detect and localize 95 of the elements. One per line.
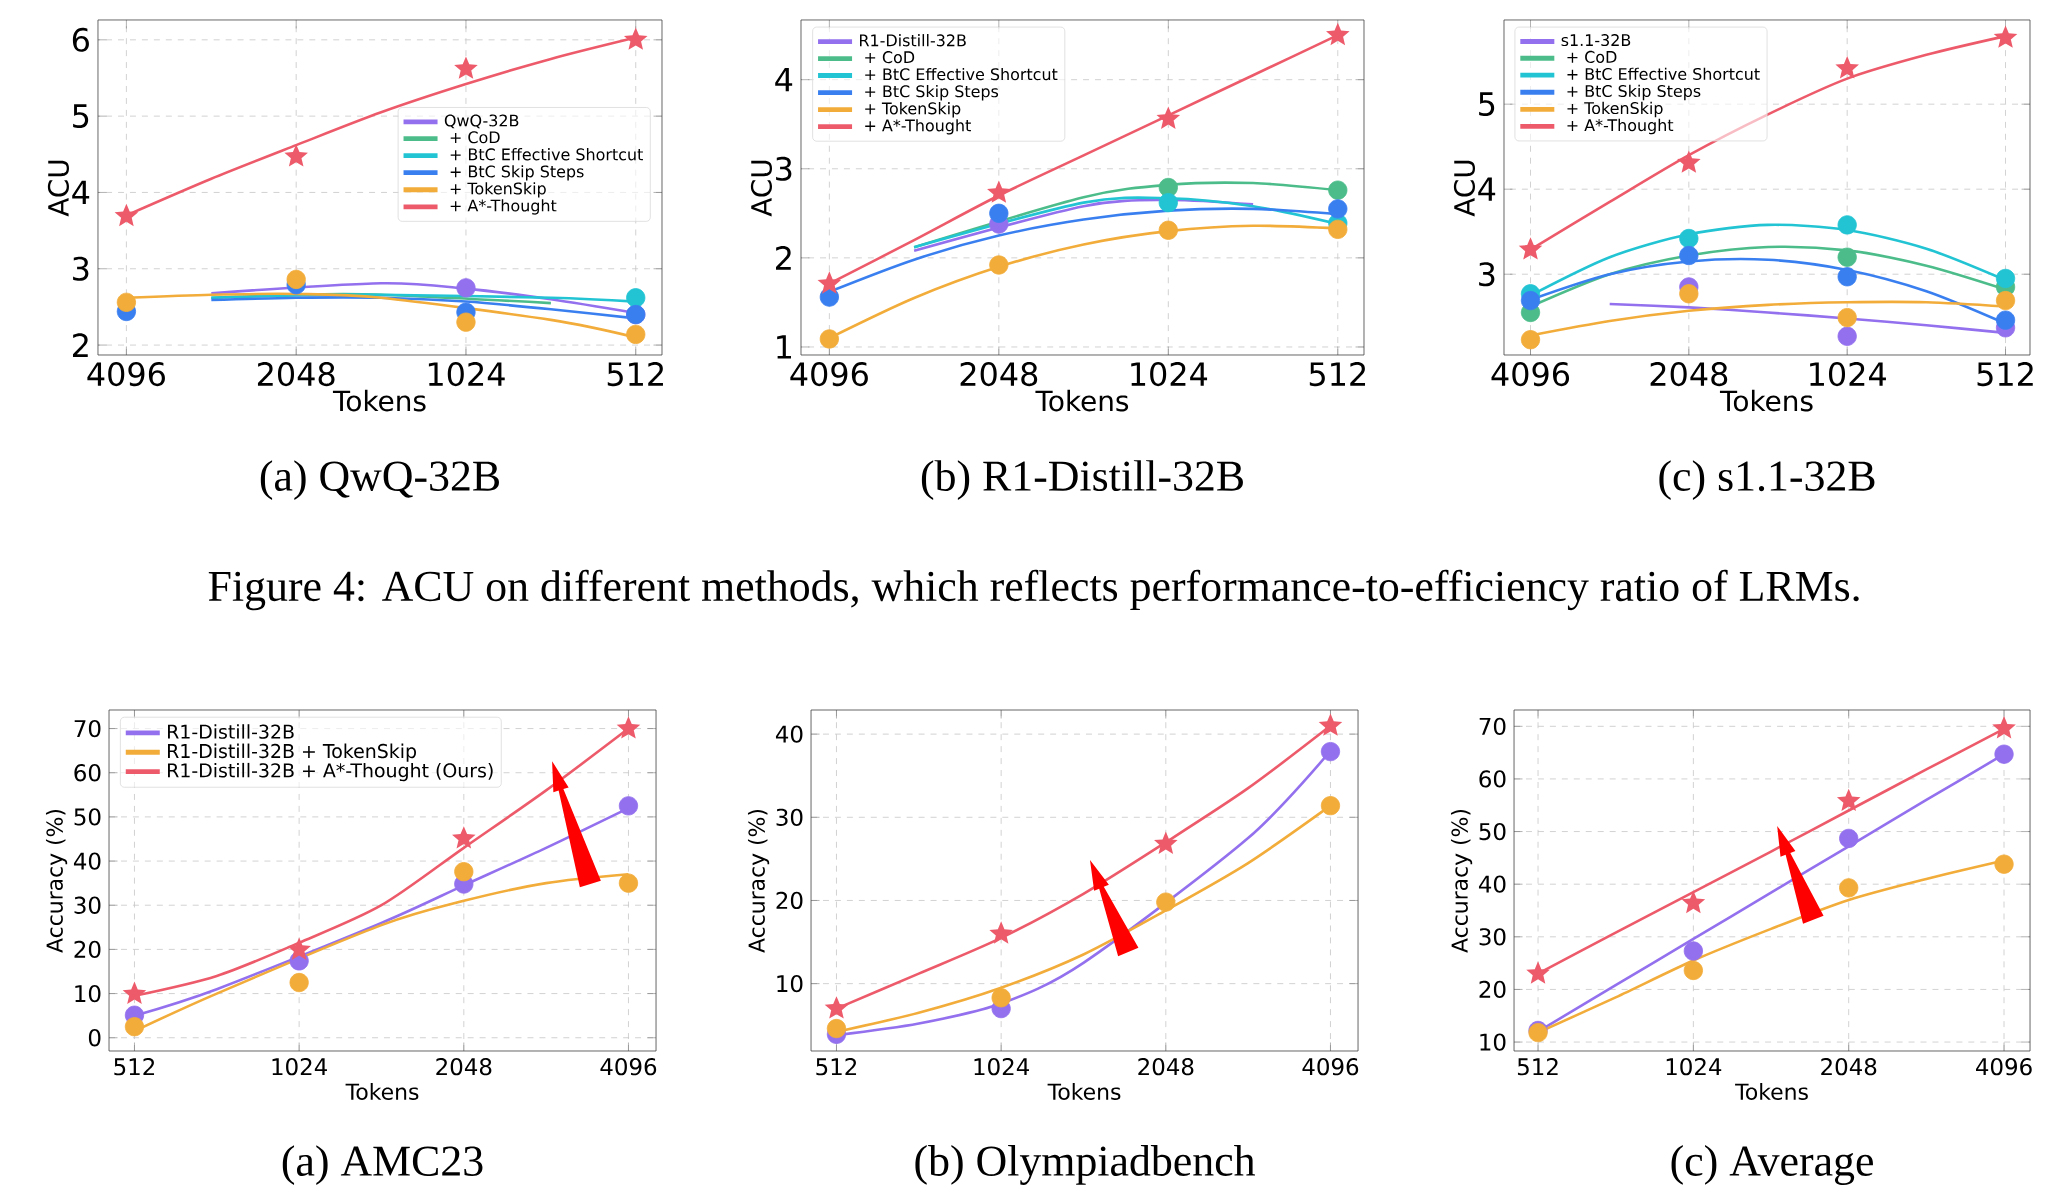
x-tick-label: 2048 xyxy=(436,1058,492,1076)
y-tick-label: 4 xyxy=(72,181,90,205)
x-axis-title: Tokens xyxy=(1035,390,1129,412)
legend-label: + BtC Skip Steps xyxy=(450,165,584,181)
y-tick-label: 0 xyxy=(88,1029,101,1047)
y-tick-label: 20 xyxy=(776,892,803,910)
x-tick-label: 1024 xyxy=(428,362,505,387)
y-tick-label: 40 xyxy=(775,725,803,743)
legend-label: + CoD xyxy=(1567,51,1617,64)
y-tick-label: 3 xyxy=(776,156,792,182)
legend-label: s1.1-32B xyxy=(1561,34,1631,47)
legend-label: R1-Distill-32B + TokenSkip xyxy=(168,743,417,763)
legend-label: R1-Distill-32B xyxy=(168,724,294,740)
y-tick-label: 40 xyxy=(73,852,101,870)
x-tick-label: 1024 xyxy=(1131,362,1208,387)
y-tick-label: 10 xyxy=(777,975,803,993)
y-axis-title: Accuracy (%) xyxy=(1450,810,1473,954)
x-tick-label: 512 xyxy=(816,1058,857,1076)
x-tick-label: 2048 xyxy=(257,362,335,387)
legend-label: + BtC Effective Shortcut xyxy=(865,68,1058,81)
x-tick-label: 4096 xyxy=(1976,1058,2032,1076)
x-tick-label: 4096 xyxy=(600,1058,657,1076)
y-tick-label: 20 xyxy=(74,940,101,959)
y-tick-label: 6 xyxy=(72,27,89,53)
legend-label: + BtC Effective Shortcut xyxy=(450,148,643,161)
legend-label: + A*-Thought xyxy=(1567,119,1674,135)
x-tick-label: 2048 xyxy=(1138,1058,1194,1076)
y-tick-label: 10 xyxy=(75,985,101,1003)
text: (c) Average xyxy=(1671,1145,1873,1186)
y-tick-label: 3 xyxy=(73,256,89,282)
text: (a) QwQ-32B xyxy=(260,460,499,501)
legend-label: + TokenSkip xyxy=(1567,102,1663,118)
y-axis-title: Accuracy (%) xyxy=(747,810,770,954)
legend-label: + TokenSkip xyxy=(450,182,546,198)
x-tick-label: 512 xyxy=(1517,1058,1558,1076)
y-axis-title: ACU xyxy=(1453,160,1475,217)
y-tick-label: 20 xyxy=(1479,980,1506,999)
x-axis-title: Tokens xyxy=(1735,1083,1808,1101)
legend-label: + BtC Effective Shortcut xyxy=(1567,67,1760,81)
y-tick-label: 30 xyxy=(1479,928,1506,946)
x-tick-label: 4096 xyxy=(790,362,868,387)
text: (b) Olympiadbench xyxy=(915,1145,1255,1186)
text: (c) s1.1-32B xyxy=(1659,460,1875,501)
text: (a) AMC23 xyxy=(282,1145,483,1186)
y-tick-label: 50 xyxy=(74,808,101,826)
x-tick-label: 512 xyxy=(607,362,663,387)
y-tick-label: 50 xyxy=(1479,823,1506,841)
y-tick-label: 3 xyxy=(1479,262,1495,287)
legend-label: + A*-Thought xyxy=(865,119,971,135)
legend-label: QwQ-32B xyxy=(444,114,519,129)
y-tick-label: 60 xyxy=(1479,770,1506,788)
y-axis-title: ACU xyxy=(750,160,772,217)
x-tick-label: 1024 xyxy=(974,1058,1029,1076)
y-tick-label: 5 xyxy=(73,104,89,129)
legend-label: + CoD xyxy=(450,131,500,144)
x-axis-title: Tokens xyxy=(1719,390,1813,412)
y-tick-label: 30 xyxy=(776,808,803,827)
x-tick-label: 1024 xyxy=(1810,362,1886,387)
x-axis-title: Tokens xyxy=(332,390,426,412)
y-tick-label: 1 xyxy=(777,335,791,359)
x-tick-label: 1024 xyxy=(1666,1058,1722,1076)
y-axis-title: ACU xyxy=(47,160,69,217)
legend-label: + CoD xyxy=(865,51,915,64)
x-tick-label: 512 xyxy=(114,1058,155,1076)
x-tick-label: 4096 xyxy=(87,362,165,387)
x-tick-label: 4096 xyxy=(1302,1058,1359,1076)
legend-label: + TokenSkip xyxy=(865,102,961,118)
legend-label: R1-Distill-32B + A*-Thought (Ours) xyxy=(168,763,493,782)
y-tick-label: 4 xyxy=(775,68,793,92)
x-tick-label: 1024 xyxy=(272,1058,327,1076)
y-axis-title: Accuracy (%) xyxy=(45,810,68,954)
x-axis-title: Tokens xyxy=(1047,1083,1121,1101)
x-tick-label: 512 xyxy=(1309,362,1366,387)
caption: Figure 4: ACU on different methods, which reflects performance-to-efficiency ratio of LRMs. xyxy=(208,570,1859,611)
y-tick-label: 2 xyxy=(776,246,791,270)
y-tick-label: 30 xyxy=(74,896,101,915)
x-tick-label: 4096 xyxy=(1491,362,1570,387)
legend-label: + BtC Skip Steps xyxy=(1567,84,1701,101)
y-tick-label: 4 xyxy=(1478,177,1496,202)
x-tick-label: 512 xyxy=(1977,362,2033,387)
x-tick-label: 2048 xyxy=(960,362,1038,387)
x-tick-label: 2048 xyxy=(1821,1058,1877,1076)
y-tick-label: 10 xyxy=(1480,1033,1506,1051)
y-tick-label: 70 xyxy=(74,720,101,738)
y-tick-label: 60 xyxy=(74,764,101,782)
legend-label: R1-Distill-32B xyxy=(860,34,966,47)
text: (b) R1-Distill-32B xyxy=(921,460,1243,501)
y-tick-label: 70 xyxy=(1479,717,1506,736)
y-tick-label: 5 xyxy=(1479,92,1495,117)
x-tick-label: 2048 xyxy=(1650,362,1728,387)
x-axis-title: Tokens xyxy=(345,1083,419,1101)
legend-label: + A*-Thought xyxy=(450,199,557,215)
y-tick-label: 40 xyxy=(1478,875,1506,894)
legend-label: + BtC Skip Steps xyxy=(865,85,999,101)
y-tick-label: 2 xyxy=(73,333,88,358)
